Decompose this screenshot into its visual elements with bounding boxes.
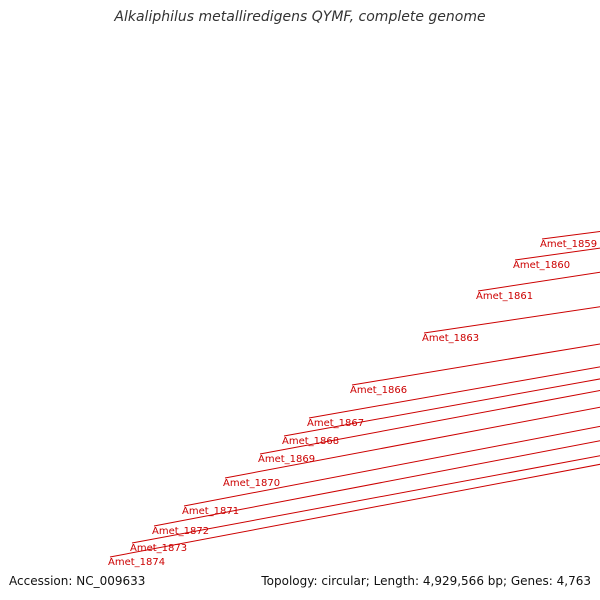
label-leader-line [109, 463, 600, 558]
gene-label[interactable]: Amet_1871 [182, 506, 239, 517]
label-leader-line [183, 425, 600, 507]
label-leader-line [283, 378, 600, 437]
map-title: Alkaliphilus metalliredigens QYMF, compl… [114, 9, 486, 25]
label-leader-line [308, 366, 600, 419]
gene-label[interactable]: Amet_1859 [540, 239, 597, 250]
label-leader-line [224, 406, 600, 479]
label-leader-line [351, 343, 600, 386]
gene-labels: Amet_1859 Amet_1860 Amet_1861 Amet_1863 Amet… [108, 230, 600, 568]
gene-label[interactable]: Amet_1868 [282, 436, 339, 447]
gene-label[interactable]: Amet_1860 [513, 260, 570, 271]
label-leader-line [541, 230, 600, 240]
gene-label[interactable]: Amet_1873 [130, 543, 187, 554]
gene-label[interactable]: Amet_1863 [422, 333, 479, 344]
gene-label[interactable]: Amet_1870 [223, 478, 280, 489]
topology-summary: Topology: circular; Length: 4,929,566 bp… [261, 574, 591, 588]
gene-label[interactable]: Amet_1874 [108, 557, 165, 568]
accession-text: Accession: NC_009633 [9, 574, 146, 588]
gene-label[interactable]: Amet_1867 [307, 418, 364, 429]
gene-label[interactable]: Amet_1872 [152, 526, 209, 537]
label-leader-line [259, 390, 600, 455]
gene-label[interactable]: Amet_1866 [350, 385, 407, 396]
gene-label[interactable]: Amet_1869 [258, 454, 315, 465]
label-leader-line [131, 455, 600, 544]
label-leader-line [153, 440, 600, 527]
gene-label[interactable]: Amet_1861 [476, 291, 533, 302]
